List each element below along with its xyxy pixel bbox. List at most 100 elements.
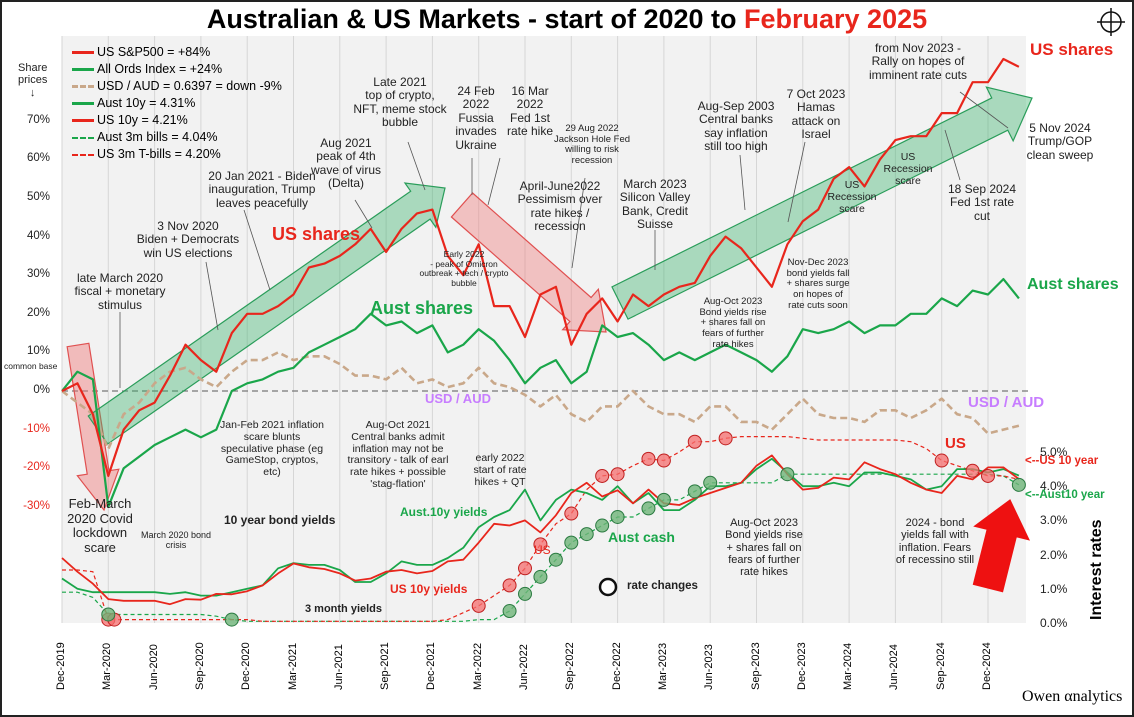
legend-swatch [72, 51, 94, 54]
annotation: from Nov 2023 - Rally on hopes of immine… [868, 41, 968, 82]
legend-label: US 10y = 4.21% [97, 113, 188, 127]
annotation: March 2020 bond crisis [140, 530, 212, 551]
us-10y-end-label: <--US 10 year [1025, 455, 1099, 467]
legend-swatch [72, 68, 94, 71]
y-tick-label: -10% [23, 422, 50, 435]
y-tick-label: 60% [26, 152, 50, 165]
legend-label: US 3m T-bills = 4.20% [97, 147, 221, 161]
right-tick-label: 3.0% [1040, 513, 1068, 528]
annotation: 10 year bond yields [224, 513, 336, 527]
usd-aud-end-label: USD / AUD [968, 394, 1045, 411]
series-line-usd-aud [61, 351, 1020, 451]
legend-label: Aust 10y = 4.31% [97, 96, 196, 110]
annotation: 3 month yields [305, 603, 383, 615]
title-main: Australian & US Markets - start of 2020 … [206, 4, 745, 34]
pointer-line [205, 261, 219, 331]
rate-change-marker-us [471, 598, 486, 613]
annotation: 5 Nov 2024 Trump/GOP clean sweep [1026, 121, 1094, 162]
legend-swatch [72, 102, 94, 105]
series-line-us-10y [61, 454, 1020, 606]
crosshair-icon [1097, 8, 1125, 36]
pointer-line [407, 141, 426, 191]
rate-change-marker-us [718, 431, 733, 446]
legend-swatch [72, 136, 94, 139]
annotation: Aug 2021 peak of 4th wave of virus (Delt… [310, 136, 382, 191]
x-tick-label: Dec-2022 [610, 642, 623, 690]
legend-swatch [72, 153, 94, 156]
legend-item: Aust 10y = 4.31% [72, 95, 282, 112]
pointer-line [787, 141, 806, 223]
x-tick-label: Mar-2022 [471, 642, 484, 690]
rate-change-marker-us [656, 453, 671, 468]
pointer-line [354, 199, 373, 229]
legend-item: US 3m T-bills = 4.20% [72, 146, 282, 163]
x-tick-label: Dec-2024 [981, 642, 993, 690]
rate-change-marker-aust [1011, 477, 1026, 492]
rate-change-marker-aust [224, 612, 239, 627]
annotation: Aug-Oct 2023 Bond yields rise + shares f… [725, 517, 803, 579]
y-tick-label: 0% [33, 384, 50, 396]
rate-change-marker-aust [502, 604, 517, 619]
rate-change-marker-aust [101, 607, 116, 622]
annotation: US [945, 435, 966, 452]
x-tick-label: Mar-2023 [656, 642, 669, 690]
x-tick-label: Jun-2021 [332, 644, 345, 690]
y-tick-label: 10% [26, 345, 50, 358]
legend-item: US S&P500 = +84% [72, 44, 282, 61]
annotation: Aust cash [608, 529, 675, 545]
rate-change-marker-aust [579, 527, 594, 542]
common-base-label: common base [4, 361, 58, 371]
x-tick-label: Jun-2024 [888, 644, 901, 690]
legend-label: All Ords Index = +24% [97, 62, 223, 76]
series-line-all-ords-index [61, 278, 1020, 508]
annotation: 2024 - bond yields fall with inflation. … [895, 517, 975, 566]
legend-label: Aust 3m bills = 4.04% [97, 130, 218, 144]
annotation: 7 Oct 2023 Hamas attack on Israel [786, 87, 846, 142]
right-tick-label: 1.0% [1040, 581, 1068, 596]
rate-change-marker-us [502, 578, 517, 593]
series-line-us-s-p500 [61, 57, 1020, 477]
rate-change-marker-aust [518, 586, 532, 601]
legend-label: US S&P500 = +84% [97, 45, 211, 59]
x-tick-label: Jun-2023 [703, 644, 716, 690]
us-shares-label: US shares [272, 224, 361, 244]
rate-change-marker-us [687, 434, 702, 449]
x-tick-label: Mar-2020 [101, 642, 114, 690]
annotation: late March 2020 fiscal + monetary stimul… [74, 271, 166, 312]
annotation: 16 Mar 2022 Fed 1st rate hike [506, 84, 554, 139]
annotation: US Recession scare [883, 151, 933, 187]
y-tick-label: -20% [23, 461, 50, 474]
left-axis-label: Share prices ↓ [18, 62, 48, 99]
annotation: March 2023 Silicon Valley Bank, Credit S… [619, 177, 691, 232]
rate-change-marker-us [610, 467, 625, 482]
aust-shares-label: Aust shares [370, 298, 474, 318]
x-tick-label: Mar-2021 [286, 642, 299, 690]
pointer-line [959, 91, 1009, 129]
rate-change-marker-us [981, 468, 995, 483]
rate-change-marker-us [533, 537, 548, 552]
legend-swatch [72, 119, 94, 122]
x-tick-label: Sep-2023 [749, 642, 762, 690]
annotation: April-June2022 Pessimism over rate hikes… [517, 179, 603, 234]
rate-change-marker-aust [595, 518, 610, 533]
pointer-line [243, 209, 271, 291]
rate-changes-legend-label: rate changes [627, 580, 698, 592]
rate-change-marker-aust [564, 535, 579, 550]
annotation: early 2022 start of rate hikes + QT [473, 452, 527, 488]
x-tick-label: Dec-2021 [425, 642, 438, 690]
green-trend-arrow [87, 182, 446, 445]
rate-change-marker-us [641, 451, 656, 466]
x-tick-label: Sep-2020 [193, 642, 206, 690]
annotation: US 10y yields [390, 582, 468, 596]
rate-change-marker-aust [548, 552, 563, 567]
legend: US S&P500 = +84% All Ords Index = +24% USD… [72, 44, 282, 163]
legend-item: Aust 3m bills = 4.04% [72, 129, 282, 146]
annotation: Late 2021 top of crypto, NFT, meme stock… [353, 75, 447, 130]
annotation: US Recession scare [827, 179, 877, 215]
x-tick-label: Mar-2024 [842, 642, 855, 690]
rate-change-marker-aust [610, 509, 625, 524]
aust-10y-end-label: <--Aust10 year [1025, 489, 1105, 501]
y-tick-label: -30% [23, 499, 50, 512]
rate-change-legend-marker [598, 577, 618, 597]
y-tick-label: 20% [26, 306, 50, 319]
